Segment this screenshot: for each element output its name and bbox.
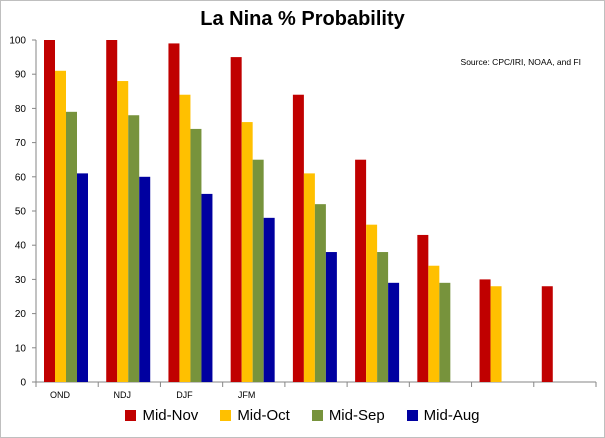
y-tick-label: 0 <box>20 378 26 389</box>
bar-mid-sep <box>252 159 264 382</box>
bar-mid-sep <box>128 115 140 383</box>
bar-mid-aug <box>139 176 151 382</box>
bar-mid-oct <box>117 81 129 382</box>
legend-item: Mid-Oct <box>220 407 290 424</box>
bar-mid-nov <box>355 159 367 382</box>
bar-mid-oct <box>55 70 66 382</box>
bar-mid-nov <box>541 286 553 382</box>
bar-mid-oct <box>366 224 378 382</box>
bar-mid-oct <box>303 173 315 382</box>
bar-mid-sep <box>377 252 389 382</box>
legend-label: Mid-Aug <box>423 407 480 424</box>
legend-swatch <box>125 410 137 421</box>
y-tick-label: 40 <box>15 241 27 252</box>
bars <box>44 40 553 383</box>
y-tick-label: 70 <box>15 138 27 149</box>
y-tick-label: 50 <box>15 207 27 218</box>
bar-mid-nov <box>230 57 242 382</box>
bar-mid-nov <box>168 43 180 383</box>
y-tick-label: 90 <box>15 70 27 81</box>
bar-mid-sep <box>66 111 77 382</box>
y-tick-label: 10 <box>15 343 27 354</box>
x-tick-label: NDJ <box>113 390 131 400</box>
bar-mid-oct <box>179 94 191 382</box>
bar-mid-nov <box>417 234 429 382</box>
legend-item: Mid-Aug <box>406 407 480 424</box>
y-tick-label: 80 <box>15 104 27 115</box>
bar-mid-aug <box>201 193 213 382</box>
bar-mid-aug <box>263 217 275 382</box>
bar-mid-sep <box>314 204 326 382</box>
bar-mid-oct <box>241 122 253 382</box>
bar-mid-oct <box>490 286 502 382</box>
bar-mid-nov <box>44 40 55 382</box>
legend-item: Mid-Sep <box>311 407 385 424</box>
legend-label: Mid-Nov <box>142 407 199 424</box>
legend-label: Mid-Sep <box>328 407 385 424</box>
source-annotation: Source: CPC/IRI, NOAA, and FI <box>460 57 581 67</box>
bar-mid-nov <box>292 94 304 382</box>
x-tick-label: OND <box>50 390 71 400</box>
legend-swatch <box>311 410 323 421</box>
y-tick-label: 30 <box>15 275 27 286</box>
x-tick-label: DJF <box>176 390 193 400</box>
legend-swatch <box>220 410 232 421</box>
bar-mid-sep <box>190 128 202 382</box>
bar-mid-aug <box>325 252 337 382</box>
bar-mid-aug <box>77 173 88 382</box>
bar-mid-nov <box>479 279 491 382</box>
x-tick-label: JFM <box>238 390 256 400</box>
bar-mid-sep <box>439 282 451 382</box>
axis-labels: 0 10 20 30 40 50 60 70 80 90 100 OND NDJ DJF JFM <box>9 36 255 401</box>
y-tick-label: 100 <box>9 36 26 47</box>
legend-label: Mid-Oct <box>237 407 290 424</box>
bar-mid-nov <box>106 40 118 382</box>
bar-mid-oct <box>428 265 440 382</box>
legend-swatch <box>406 410 418 421</box>
chart-title: La Nina % Probability <box>200 8 405 30</box>
legend: Mid-Nov Mid-Oct Mid-Sep Mid-Aug <box>0 407 605 424</box>
legend-item: Mid-Nov <box>125 407 198 424</box>
y-tick-label: 60 <box>15 172 27 183</box>
bar-mid-aug <box>388 282 400 382</box>
y-tick-label: 20 <box>15 309 27 320</box>
